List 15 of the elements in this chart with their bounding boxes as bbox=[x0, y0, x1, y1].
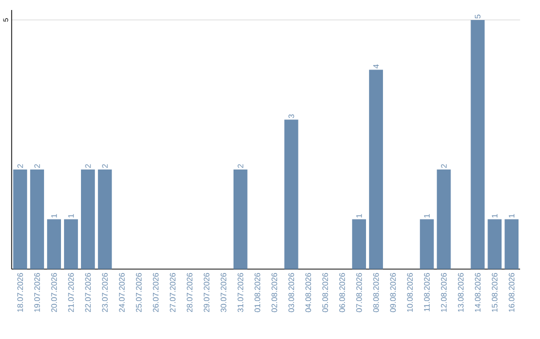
bar bbox=[352, 219, 366, 270]
bar bbox=[369, 70, 383, 270]
bar bbox=[13, 169, 28, 270]
bar bbox=[284, 120, 298, 270]
bar bbox=[504, 219, 519, 270]
bar bbox=[64, 219, 78, 270]
bar bbox=[470, 20, 485, 270]
bar bbox=[420, 219, 434, 270]
bar bbox=[30, 169, 44, 270]
bar bbox=[47, 219, 61, 270]
bar bbox=[488, 219, 502, 270]
bar bbox=[436, 169, 451, 270]
bar bbox=[98, 169, 112, 270]
bar bbox=[234, 169, 248, 270]
bar bbox=[80, 169, 95, 270]
